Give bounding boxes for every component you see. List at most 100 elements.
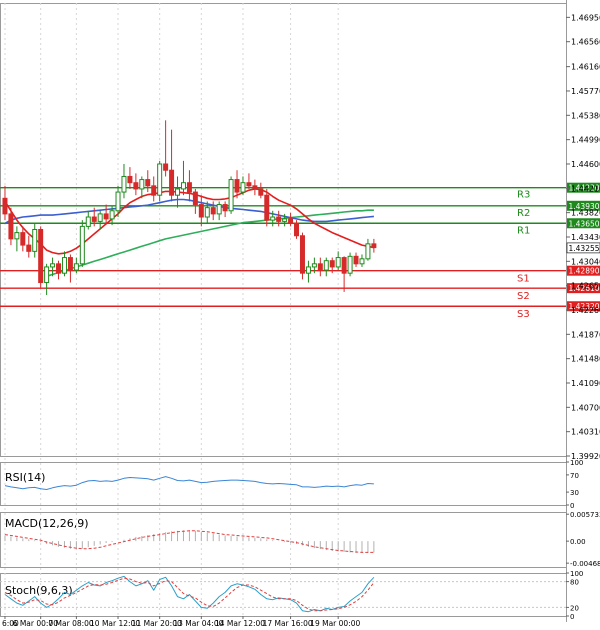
- stoch-axis-tick-label: 80: [570, 579, 579, 587]
- candle: [8, 207, 14, 246]
- candle: [139, 176, 145, 199]
- candle-body: [305, 266, 311, 274]
- candle-body: [26, 244, 32, 252]
- candle: [258, 182, 264, 199]
- time-tick-label: 7 Mar 08:00: [48, 619, 94, 628]
- candle-body: [157, 163, 163, 196]
- candle: [204, 201, 210, 224]
- level-name-s2: S2: [517, 291, 530, 302]
- candle-body: [169, 169, 175, 196]
- candle-body: [252, 185, 258, 190]
- candle-body: [109, 210, 115, 220]
- candle-body: [145, 179, 151, 187]
- time-tick-label: 14 Mar 12:00: [215, 619, 265, 628]
- candle-body: [38, 229, 44, 284]
- rsi-axis-tick-label: 0: [570, 502, 574, 510]
- candle-body: [139, 179, 145, 190]
- candle: [85, 210, 91, 230]
- candle-body: [270, 216, 276, 221]
- candle: [335, 251, 341, 271]
- candle: [192, 188, 198, 214]
- price-tick-label: 1.41480: [571, 355, 600, 364]
- candle-body: [121, 175, 127, 193]
- candle: [270, 210, 276, 227]
- candle-body: [204, 207, 210, 218]
- candle-body: [8, 213, 14, 240]
- macd-axis-tick-label: 0.00: [570, 538, 586, 546]
- rsi-panel: RSI(14) 100 70 30 0: [4, 459, 583, 510]
- level-price-r3: 1.44220: [569, 184, 600, 193]
- candle-body: [32, 229, 38, 252]
- candle-body: [341, 257, 347, 274]
- candle: [186, 170, 192, 202]
- candle-body: [311, 263, 317, 268]
- candle-body: [234, 179, 240, 193]
- candle: [61, 251, 67, 277]
- macd-axis-tick-label: 0.005733: [570, 511, 600, 519]
- candle-body: [335, 257, 341, 268]
- level-price-tag-s1: [567, 265, 600, 276]
- candle-body: [198, 204, 204, 218]
- price-axis: 1.39920 1.40310 1.40700 1.41090 1.41480 1.418…: [566, 13, 600, 461]
- price-tick-label: 1.40310: [571, 428, 600, 437]
- candle: [305, 260, 311, 283]
- level-name-r3: R3: [517, 190, 530, 201]
- candle-body: [2, 197, 8, 215]
- candle-body: [85, 216, 91, 227]
- candle-body: [133, 182, 139, 190]
- candle-body: [91, 216, 97, 222]
- candle: [228, 176, 234, 214]
- candle: [38, 226, 44, 289]
- candle: [264, 188, 270, 227]
- candle-body: [323, 260, 329, 271]
- candle: [175, 176, 181, 208]
- candle: [20, 226, 26, 252]
- candle-body: [115, 191, 121, 212]
- level-name-r2: R2: [517, 208, 530, 219]
- rsi-label: RSI(14): [5, 471, 45, 484]
- candle: [145, 170, 151, 193]
- candle-body: [61, 257, 67, 274]
- candle-body: [20, 232, 26, 246]
- macd-signal-line: [4, 530, 374, 553]
- candle-body: [299, 235, 305, 274]
- candle: [115, 185, 121, 218]
- level-price-s3: 1.42320: [569, 302, 600, 311]
- candle-body: [50, 263, 56, 268]
- candle-body: [353, 255, 359, 265]
- price-tick-label: 1.45380: [571, 111, 600, 120]
- level-price-r1: 1.43650: [569, 219, 600, 228]
- rsi-axis-tick-label: 100: [570, 459, 583, 467]
- candle: [26, 235, 32, 258]
- price-tick-label: 1.39920: [571, 452, 600, 461]
- candle: [323, 257, 329, 277]
- ma-slow-line: [46, 209, 374, 278]
- candle-body: [216, 204, 222, 215]
- candle: [50, 257, 56, 277]
- time-tick-label: 19 Mar 00:00: [310, 619, 360, 628]
- candle: [341, 256, 347, 292]
- level-price-tag-r2: [567, 200, 600, 211]
- candle-body: [127, 175, 133, 184]
- level-name-r1: R1: [517, 225, 530, 236]
- candle: [371, 238, 377, 253]
- candle-body: [222, 204, 228, 212]
- level-price-tag-s3: [567, 301, 600, 312]
- candle-body: [246, 182, 252, 187]
- grid-layer: [0, 0, 567, 622]
- candle-body: [347, 255, 353, 274]
- candle: [14, 226, 20, 252]
- level-name-s3: S3: [517, 309, 530, 320]
- candle: [329, 257, 335, 274]
- level-price-s1: 1.42890: [569, 267, 600, 276]
- price-tick-label: 1.45770: [571, 87, 600, 96]
- candle: [180, 160, 186, 196]
- candle-body: [282, 218, 288, 222]
- candle: [151, 176, 157, 202]
- candle-body: [240, 182, 246, 193]
- candle-body: [276, 216, 282, 222]
- candle: [67, 254, 73, 283]
